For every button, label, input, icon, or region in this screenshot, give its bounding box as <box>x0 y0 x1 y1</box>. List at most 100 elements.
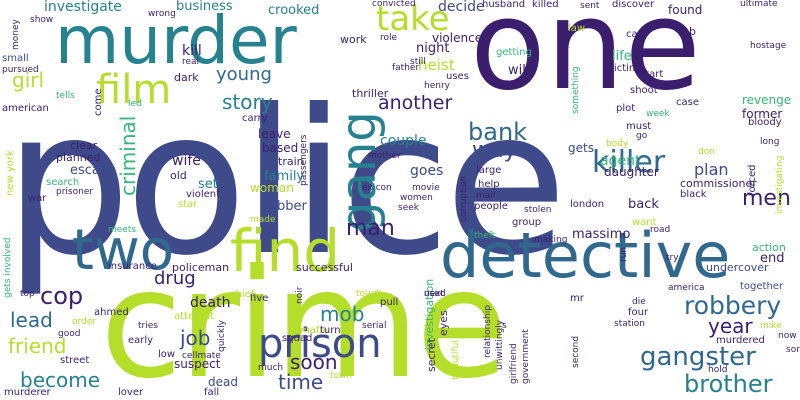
word-convicted: convicted <box>372 0 416 9</box>
word-tells: tells <box>56 91 75 101</box>
word-law: law <box>568 23 586 34</box>
word-gang: gang <box>331 111 387 232</box>
word-stolen: stolen <box>524 205 552 215</box>
word-action: action <box>752 241 786 254</box>
word-fall: fall <box>204 387 220 398</box>
word-job: job <box>180 326 211 350</box>
word-now: now <box>778 331 797 341</box>
word-mother: mother <box>368 151 401 161</box>
word-search: search <box>46 177 80 188</box>
word-robber: robber <box>264 199 307 214</box>
word-order: order <box>72 317 96 327</box>
word-serial: serial <box>362 321 387 331</box>
word-found: found <box>668 3 703 17</box>
word-wife: wife <box>172 153 201 169</box>
word-clear: clear <box>70 139 98 152</box>
word-planned: planned <box>56 151 101 164</box>
word-relationship: relationship <box>483 305 493 358</box>
word-year: year <box>708 314 753 338</box>
word-five: five <box>250 293 269 304</box>
word-find: find <box>230 217 341 285</box>
word-star: star <box>178 199 198 210</box>
word-tough: tough <box>356 289 383 299</box>
word-try: try <box>666 253 679 263</box>
word-mafia: mafia <box>300 325 329 336</box>
word-death: death <box>190 295 231 311</box>
word-suspect: suspect <box>174 357 221 371</box>
word-dark: dark <box>174 71 199 84</box>
word-victim: victim <box>608 63 639 74</box>
word-gets-involved: gets involved <box>3 237 13 298</box>
word-movie: movie <box>412 183 440 193</box>
word-gets: gets <box>568 141 594 155</box>
word-early: early <box>128 335 154 346</box>
word-old: old <box>170 169 187 182</box>
word-american: american <box>2 103 49 114</box>
word-take: take <box>376 0 450 39</box>
word-small: small <box>2 53 29 64</box>
word-goes: goes <box>410 163 444 179</box>
word-lover: lover <box>118 387 144 398</box>
word-time: time <box>278 370 324 394</box>
word-people: people <box>474 201 508 212</box>
word-prisoner: prisoner <box>56 187 94 197</box>
word-help: help <box>478 179 500 190</box>
word-large: large <box>476 165 502 176</box>
word-want: want <box>632 217 657 228</box>
word-cop: cop <box>40 282 84 310</box>
word-police: police <box>4 67 567 300</box>
word-one: one <box>470 0 701 118</box>
word-station: station <box>614 319 645 329</box>
word-come: come <box>93 88 104 116</box>
word-new-york: new york <box>5 150 16 196</box>
word-seek: seek <box>398 203 419 213</box>
word-uses: uses <box>446 71 469 82</box>
word-much: much <box>258 363 284 373</box>
word-two: two <box>72 218 175 283</box>
word-forced: forced <box>747 164 758 196</box>
word-become: become <box>20 368 101 392</box>
word-undercover: undercover <box>706 261 769 274</box>
word-sent: sent <box>580 1 600 11</box>
word-violent: violent <box>186 189 221 200</box>
word-insurance: insurance <box>108 261 157 272</box>
word-criminal: criminal <box>116 115 140 196</box>
word-black: black <box>680 189 707 200</box>
word-based: based <box>262 141 299 155</box>
word-government: government <box>521 329 531 384</box>
word-pull: pull <box>380 297 399 308</box>
word-investigating: investigating <box>775 155 785 214</box>
word-train: train <box>278 155 304 168</box>
word-investigate: investigate <box>44 0 122 15</box>
word-role: role <box>380 33 398 43</box>
word-young: young <box>216 64 272 85</box>
word-brother: brother <box>684 370 773 398</box>
word-run: run <box>619 246 629 262</box>
word-leave: leave <box>258 127 291 141</box>
word-quickly: quickly <box>217 320 227 352</box>
word-noir: noir <box>295 286 305 304</box>
word-massimo: massimo <box>572 227 631 242</box>
word-corruption: corruption <box>459 175 469 222</box>
word-getting: getting <box>496 47 532 58</box>
word-work: work <box>340 33 367 46</box>
word-something: something <box>571 66 581 114</box>
word-good: good <box>58 329 81 339</box>
word-film: film <box>96 67 172 113</box>
word-women: women <box>400 193 433 203</box>
word-dead: dead <box>208 375 238 389</box>
word-night: night <box>416 41 450 56</box>
word-chief: chief <box>230 289 255 300</box>
word-london: london <box>570 199 605 210</box>
word-led: led <box>128 99 142 109</box>
word-commissioner: commissioner <box>680 177 757 190</box>
word-made: made <box>250 215 276 225</box>
word-mob: mob <box>320 302 365 326</box>
word-couple: couple <box>380 133 427 149</box>
word-cellmate: cellmate <box>182 351 221 361</box>
word-violence: violence <box>432 31 483 45</box>
word-lead: lead <box>10 308 53 332</box>
word-s: s <box>502 321 507 331</box>
word-plan: plan <box>694 160 729 179</box>
